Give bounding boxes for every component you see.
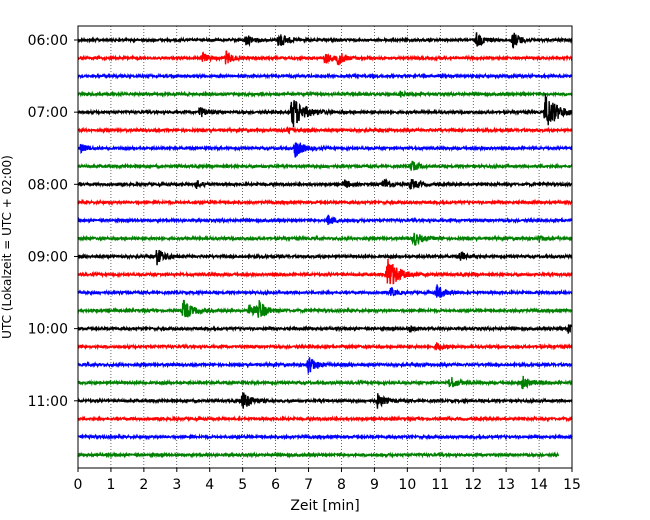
- y-axis-label: UTC (Lokalzeit = UTC + 02:00): [0, 155, 14, 339]
- trace-1130: [77, 433, 573, 441]
- x-tick-label-13: 13: [497, 477, 515, 493]
- trace-0745: [77, 160, 573, 171]
- y-tick-label-4: 10:00: [28, 322, 68, 338]
- x-tick-label-12: 12: [464, 477, 482, 493]
- traces: [77, 32, 573, 459]
- trace-1100: [77, 392, 573, 409]
- trace-0615: [77, 50, 573, 66]
- y-tick-label-2: 08:00: [28, 177, 68, 193]
- y-tick-label-0: 06:00: [28, 33, 68, 49]
- y-tick-label-1: 07:00: [28, 105, 68, 121]
- trace-0600: [77, 32, 573, 49]
- y-tick-label-5: 11:00: [28, 394, 68, 410]
- plot-frame: [77, 25, 573, 469]
- trace-1030: [77, 357, 573, 376]
- trace-0930: [77, 284, 573, 299]
- x-tick-label-3: 3: [172, 477, 181, 493]
- x-tick-label-9: 9: [370, 477, 379, 493]
- trace-1000: [77, 324, 573, 334]
- trace-0815: [77, 198, 573, 207]
- trace-1145: [77, 451, 560, 459]
- x-tick-label-4: 4: [205, 477, 214, 493]
- trace-1115: [77, 415, 573, 423]
- x-axis-label: Zeit [min]: [290, 498, 359, 514]
- x-tick-label-7: 7: [304, 477, 313, 493]
- x-tick-label-2: 2: [139, 477, 148, 493]
- x-tick-label-6: 6: [271, 477, 280, 493]
- trace-0715: [77, 125, 573, 135]
- trace-0945: [77, 299, 573, 318]
- trace-0800: [77, 177, 573, 190]
- x-tick-label-10: 10: [398, 477, 416, 493]
- trace-0700: [77, 93, 573, 128]
- trace-0845: [77, 232, 573, 246]
- x-tick-label-15: 15: [563, 477, 581, 493]
- x-tick-label-1: 1: [106, 477, 115, 493]
- x-tick-label-5: 5: [238, 477, 247, 493]
- x-tick-label-8: 8: [337, 477, 346, 493]
- trace-1045: [77, 375, 573, 390]
- x-ticks: 0 1 2 3 4 5 6 7 8 9 10 11 12 13 14 15: [74, 468, 581, 493]
- trace-0730: [77, 142, 573, 158]
- y-tick-label-3: 09:00: [28, 249, 68, 265]
- trace-0830: [77, 214, 573, 225]
- trace-0645: [77, 89, 573, 98]
- trace-0630: [77, 72, 573, 80]
- x-tick-label-14: 14: [530, 477, 548, 493]
- trace-1015: [77, 342, 573, 351]
- x-tick-label-0: 0: [74, 477, 83, 493]
- x-tick-label-11: 11: [431, 477, 449, 493]
- y-ticks: 06:00 07:00 08:00 09:00 10:00 11:00: [28, 33, 78, 410]
- trace-0915: [77, 258, 573, 285]
- trace-0900: [77, 249, 573, 266]
